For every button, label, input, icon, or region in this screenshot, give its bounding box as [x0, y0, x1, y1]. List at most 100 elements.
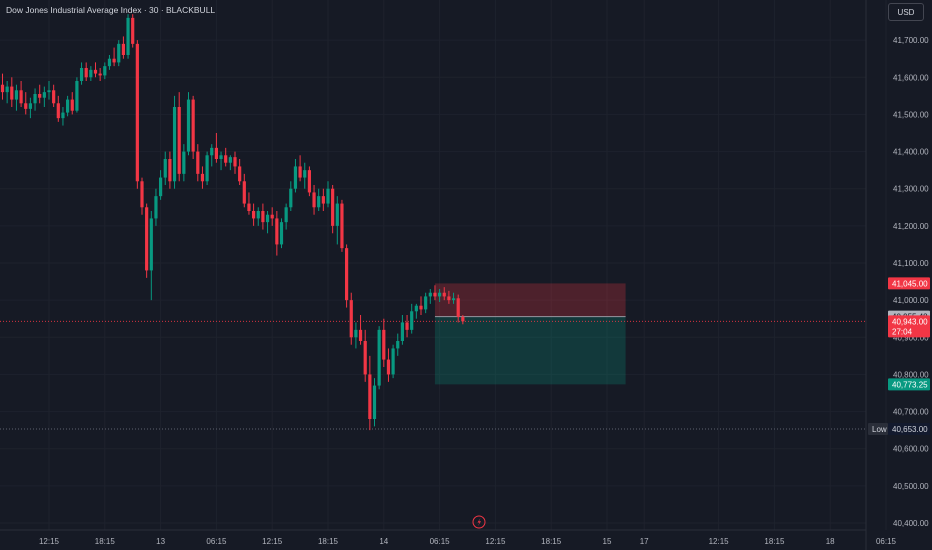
candle-body[interactable] [19, 90, 23, 104]
candle-body[interactable] [93, 69, 98, 74]
candle-body[interactable] [103, 66, 107, 76]
candle-body[interactable] [256, 211, 260, 219]
candle-body[interactable] [38, 94, 42, 98]
candle-body[interactable] [307, 170, 311, 193]
lightning-bolt-icon[interactable] [472, 515, 486, 529]
candle-body[interactable] [107, 58, 112, 67]
candle-body[interactable] [154, 196, 158, 219]
candle-body[interactable] [252, 211, 256, 219]
currency-button[interactable]: USD [888, 3, 924, 21]
candle-body[interactable] [377, 329, 381, 386]
candle-body[interactable] [247, 203, 251, 211]
candle-body[interactable] [140, 181, 144, 208]
candle-body[interactable] [303, 170, 307, 178]
candle-body[interactable] [5, 86, 9, 93]
candle-body[interactable] [200, 173, 205, 182]
candle-body[interactable] [205, 155, 209, 182]
candle-body[interactable] [172, 107, 177, 182]
candle-body[interactable] [386, 359, 391, 375]
candle-body[interactable] [447, 296, 451, 301]
candle-body[interactable] [89, 69, 93, 78]
candle-body[interactable] [10, 86, 14, 100]
candle-body[interactable] [228, 157, 232, 163]
candle-body[interactable] [391, 348, 395, 375]
candle-body[interactable] [461, 316, 465, 322]
candle-body[interactable] [451, 298, 456, 301]
candle-body[interactable] [372, 385, 377, 419]
candle-body[interactable] [112, 58, 116, 63]
candle-body[interactable] [363, 341, 367, 375]
candle-body[interactable] [265, 214, 270, 223]
candle-body[interactable] [224, 155, 228, 163]
candle-body[interactable] [405, 322, 409, 330]
candle-body[interactable] [317, 196, 321, 208]
candle-body[interactable] [121, 43, 125, 55]
candle-body[interactable] [345, 248, 349, 301]
candle-body[interactable] [79, 68, 84, 81]
candle-body[interactable] [70, 99, 74, 111]
candle-body[interactable] [335, 203, 339, 226]
candle-body[interactable] [145, 207, 149, 271]
candle-body[interactable] [270, 214, 274, 219]
candle-body[interactable] [135, 43, 139, 182]
candle-body[interactable] [14, 90, 19, 100]
candle-body[interactable] [0, 84, 5, 93]
candle-body[interactable] [117, 43, 121, 63]
candle-body[interactable] [438, 292, 442, 297]
candle-body[interactable] [238, 166, 242, 182]
candle-body[interactable] [456, 298, 460, 317]
candle-body[interactable] [56, 103, 60, 119]
candle-body[interactable] [75, 81, 79, 111]
candle-body[interactable] [261, 211, 265, 223]
take-profit-zone[interactable] [434, 316, 626, 385]
candle-body[interactable] [354, 329, 358, 338]
candle-body[interactable] [340, 203, 344, 249]
candle-body[interactable] [98, 73, 102, 76]
candle-body[interactable] [168, 159, 172, 182]
candle-body[interactable] [126, 17, 130, 55]
candle-body[interactable] [326, 188, 330, 204]
candle-body[interactable] [149, 218, 153, 271]
candle-body[interactable] [24, 103, 28, 109]
candle-body[interactable] [349, 300, 353, 338]
candle-body[interactable] [131, 17, 135, 44]
candle-body[interactable] [284, 207, 288, 223]
candle-body[interactable] [400, 322, 404, 341]
candle-body[interactable] [52, 90, 56, 104]
candle-body[interactable] [433, 292, 437, 297]
candle-body[interactable] [47, 90, 51, 93]
candle-body[interactable] [177, 107, 181, 174]
candle-body[interactable] [159, 177, 163, 197]
candle-body[interactable] [84, 68, 88, 78]
candle-body[interactable] [419, 305, 423, 310]
stop-loss-zone[interactable] [434, 283, 626, 317]
candle-body[interactable] [191, 99, 195, 152]
candle-body[interactable] [414, 305, 418, 312]
candle-body[interactable] [233, 157, 237, 167]
candle-body[interactable] [293, 166, 298, 189]
candle-body[interactable] [196, 151, 200, 174]
candle-body[interactable] [368, 374, 372, 419]
candle-body[interactable] [428, 292, 432, 297]
candle-body[interactable] [279, 222, 284, 245]
candle-body[interactable] [442, 292, 446, 297]
candle-body[interactable] [410, 311, 414, 330]
candle-body[interactable] [321, 196, 325, 204]
candle-body[interactable] [275, 218, 279, 245]
candle-body[interactable] [214, 147, 218, 159]
candle-body[interactable] [331, 188, 335, 226]
candle-body[interactable] [42, 92, 46, 98]
candle-body[interactable] [66, 99, 70, 113]
candle-body[interactable] [28, 103, 32, 109]
candle-body[interactable] [186, 99, 191, 152]
candle-body[interactable] [33, 94, 37, 104]
candle-body[interactable] [182, 151, 186, 174]
candle-body[interactable] [242, 181, 246, 204]
candle-body[interactable] [396, 341, 400, 349]
candle-body[interactable] [382, 329, 386, 360]
candle-body[interactable] [61, 112, 65, 119]
candle-body[interactable] [219, 155, 223, 159]
candle-body[interactable] [312, 192, 316, 208]
candle-body[interactable] [289, 188, 293, 208]
